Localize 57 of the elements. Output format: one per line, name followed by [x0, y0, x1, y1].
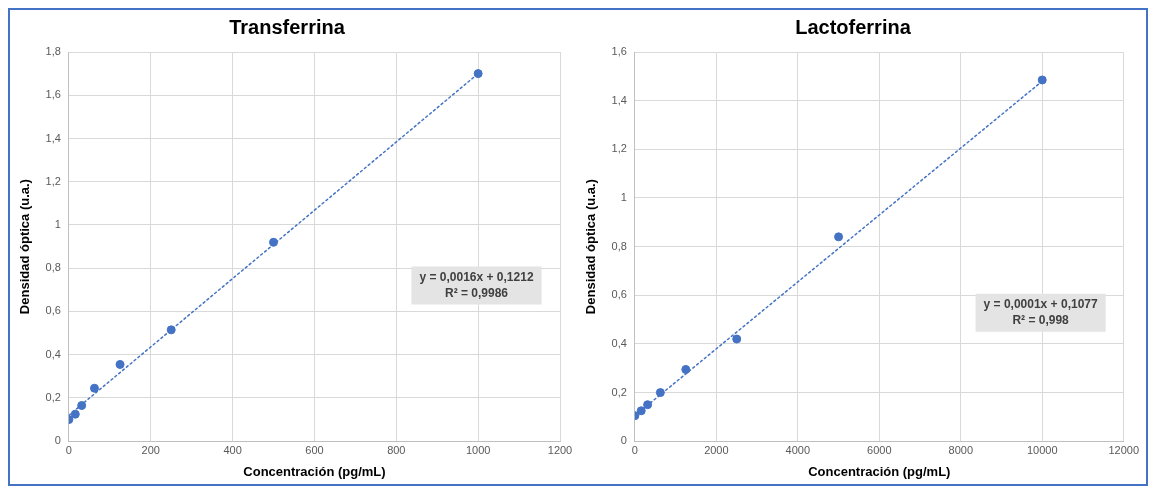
y-tick-label: 0,4 — [611, 336, 627, 349]
x-tick-label: 0 — [631, 443, 638, 456]
y-tick-label: 0 — [54, 434, 61, 447]
y-tick-label: 0,4 — [45, 347, 61, 360]
y-tick-label: 1,6 — [45, 88, 61, 101]
y-tick-label: 0 — [620, 434, 627, 447]
y-tick-label: 0,2 — [611, 385, 627, 398]
point — [636, 406, 646, 416]
y-axis-title: Densidad óptica (u.a.) — [17, 179, 33, 315]
point — [643, 400, 653, 410]
y-tick-label: 0,8 — [611, 239, 627, 252]
x-axis-title: Concentración (pg/mL) — [243, 463, 386, 479]
y-tick-label: 0,8 — [45, 261, 61, 274]
x-axis-title: Concentración (pg/mL) — [808, 463, 951, 479]
chart-title: Lactoferrina — [795, 15, 912, 38]
point — [89, 383, 99, 393]
y-tick-label: 0,2 — [45, 390, 61, 403]
y-tick-label: 1,4 — [611, 93, 627, 106]
x-tick-label: 12000 — [1108, 443, 1139, 456]
y-tick-label: 1 — [54, 218, 61, 231]
point — [77, 401, 87, 411]
x-tick-label: 6000 — [867, 443, 892, 456]
annotation: y = 0,0001x + 0,1077 — [983, 297, 1098, 312]
x-tick-label: 0 — [65, 443, 72, 456]
y-tick-label: 0,6 — [611, 288, 627, 301]
x-tick-label: 2000 — [704, 443, 729, 456]
point — [115, 359, 125, 369]
y-tick-label: 1 — [620, 190, 627, 203]
y-tick-label: 0,6 — [45, 304, 61, 317]
point — [655, 388, 665, 398]
x-tick-label: 200 — [141, 443, 160, 456]
y-tick-label: 1,2 — [611, 142, 627, 155]
point — [269, 237, 279, 247]
x-tick-label: 1000 — [465, 443, 491, 456]
annotation: y = 0,0016x + 0,1212 — [419, 269, 534, 284]
chart-title: Transferrina — [229, 15, 346, 38]
point — [732, 334, 742, 344]
y-tick-label: 1,8 — [45, 45, 61, 58]
point — [70, 409, 80, 419]
point — [473, 69, 483, 79]
x-tick-label: 600 — [305, 443, 324, 456]
x-tick-label: 8000 — [948, 443, 974, 456]
point — [1037, 75, 1047, 85]
x-tick-label: 10000 — [1026, 443, 1058, 456]
x-tick-label: 1200 — [547, 443, 573, 456]
annotation: R² = 0,998 — [1012, 313, 1070, 328]
y-axis-title: Densidad óptica (u.a.) — [583, 179, 599, 315]
x-tick-label: 800 — [387, 443, 406, 456]
point — [166, 325, 176, 335]
x-tick-label: 4000 — [785, 443, 811, 456]
annotation: R² = 0,9986 — [444, 285, 509, 300]
x-tick-label: 400 — [223, 443, 242, 456]
point — [834, 232, 844, 242]
y-tick-label: 1,2 — [45, 174, 61, 187]
y-tick-label: 1,6 — [611, 45, 627, 58]
y-tick-label: 1,4 — [45, 131, 61, 144]
point — [681, 364, 691, 374]
